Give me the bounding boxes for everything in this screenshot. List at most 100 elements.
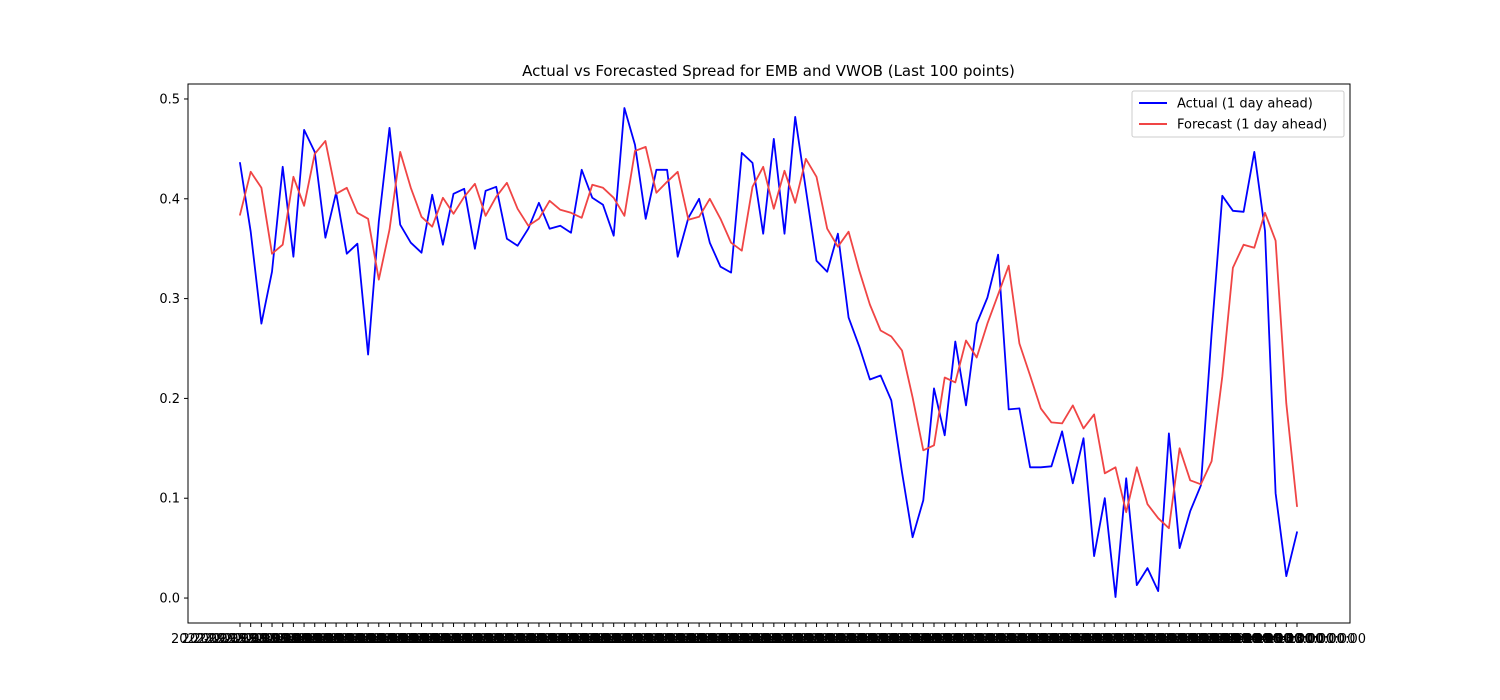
x-tick-label: 2022-09-13 00:00:00 (320, 632, 458, 647)
x-tick-label: 2022-09-13 00:00:00 (833, 632, 971, 647)
x-tick-label: 2022-09-13 00:00:00 (651, 632, 789, 647)
x-tick-label: 2022-09-13 00:00:00 (662, 632, 800, 647)
y-tick-label: 0.3 (159, 292, 180, 307)
x-tick-label: 2022-09-13 00:00:00 (844, 632, 982, 647)
x-tick-label: 2022-09-13 00:00:00 (449, 632, 587, 647)
y-tick-label: 0.5 (159, 92, 180, 107)
legend-box (1131, 90, 1345, 138)
x-tick-label: 2022-09-13 00:00:00 (876, 632, 1014, 647)
x-tick-label: 2022-09-13 00:00:00 (1036, 632, 1174, 647)
x-tick-label: 2022-09-13 00:00:00 (918, 632, 1056, 647)
x-tick-label: 2022-09-13 00:00:00 (427, 632, 565, 647)
x-tick-label: 2022-09-13 00:00:00 (737, 632, 875, 647)
x-tick-label: 2022-09-13 00:00:00 (929, 632, 1067, 647)
x-tick-label: 2022-09-13 00:00:00 (1057, 632, 1195, 647)
x-tick-label: 2022-09-13 00:00:00 (1153, 632, 1291, 647)
x-tick-label: 2022-09-13 00:00:00 (715, 632, 853, 647)
x-tick-label: 2022-09-13 00:00:00 (481, 632, 619, 647)
x-tick-label: 2022-09-13 00:00:00 (673, 632, 811, 647)
y-tick-label: 0.4 (159, 192, 180, 207)
x-tick-label: 2022-09-13 00:00:00 (1111, 632, 1249, 647)
x-tick-label: 2022-09-13 00:00:00 (726, 632, 864, 647)
x-tick-label: 2022-09-13 00:00:00 (1014, 632, 1152, 647)
x-tick-label: 2022-09-13 00:00:00 (1121, 632, 1259, 647)
x-tick-label: 2022-09-13 00:00:00 (758, 632, 896, 647)
x-tick-label: 2022-09-13 00:00:00 (534, 632, 672, 647)
x-tick-label: 2022-09-13 00:00:00 (417, 632, 555, 647)
legend-label-0: Actual (1 day ahead) (1177, 97, 1313, 112)
legend: Actual (1 day ahead) Forecast (1 day ahea… (1131, 90, 1345, 138)
x-tick-label: 2022-09-13 00:00:00 (769, 632, 907, 647)
x-tick-label: 2022-09-13 00:00:00 (491, 632, 629, 647)
x-tick-label: 2022-09-13 00:00:00 (363, 632, 501, 647)
x-tick-label: 2022-09-13 00:00:00 (961, 632, 1099, 647)
x-tick-label: 2022-09-13 00:00:00 (182, 632, 320, 647)
plot-frame (187, 83, 1351, 624)
y-axis: 0.0 0.1 0.2 0.3 0.4 0.5 (159, 92, 188, 607)
x-tick-label: 2022-09-13 00:00:00 (812, 632, 950, 647)
x-tick-label: 2022-09-13 00:00:00 (748, 632, 886, 647)
x-tick-label: 2022-09-13 00:00:00 (577, 632, 715, 647)
x-tick-label: 2022-09-13 00:00:00 (780, 632, 918, 647)
x-tick-label: 2022-09-13 00:00:00 (630, 632, 768, 647)
x-tick-label: 2022-09-13 00:00:00 (1025, 632, 1163, 647)
x-tick-label: 2022-09-13 00:00:00 (897, 632, 1035, 647)
x-tick-label: 2022-09-13 00:00:00 (886, 632, 1024, 647)
x-tick-label: 2022-09-13 00:00:00 (278, 632, 416, 647)
x-tick-label: 2022-09-13 00:00:00 (982, 632, 1120, 647)
x-tick-label: 2022-09-13 00:00:00 (1089, 632, 1227, 647)
x-tick-label: 2022-09-13 00:00:00 (1100, 632, 1238, 647)
x-tick-label: 2022-09-13 00:00:00 (555, 632, 693, 647)
x-tick-label: 2022-09-13 00:00:00 (683, 632, 821, 647)
x-tick-label: 2022-09-13 00:00:00 (235, 632, 373, 647)
x-tick-label: 2022-09-13 00:00:00 (256, 632, 394, 647)
y-tick-label: 0.1 (159, 492, 180, 507)
x-tick-label: 2022-09-13 00:00:00 (598, 632, 736, 647)
y-tick-label: 0.0 (159, 592, 180, 607)
x-tick-label: 2022-09-13 00:00:00 (993, 632, 1131, 647)
x-tick-label: 2022-09-13 00:00:00 (1143, 632, 1281, 647)
x-tick-label: 2022-09-13 00:00:00 (171, 632, 309, 647)
x-tick-label: 2022-09-13 00:00:00 (822, 632, 960, 647)
x-tick-label: 2022-09-13 00:00:00 (224, 632, 362, 647)
legend-label-1: Forecast (1 day ahead) (1177, 118, 1327, 133)
x-tick-label: 2022-09-13 00:00:00 (1175, 632, 1313, 647)
x-tick-label: 2022-09-13 00:00:00 (801, 632, 939, 647)
x-tick-label: 2022-09-13 00:00:00 (406, 632, 544, 647)
chart-title: Actual vs Forecasted Spread for EMB and … (522, 62, 1015, 80)
x-tick-label: 2022-09-13 00:00:00 (972, 632, 1110, 647)
x-tick-label: 2022-09-13 00:00:00 (310, 632, 448, 647)
x-tick-label: 2022-09-13 00:00:00 (790, 632, 928, 647)
x-tick-label: 2022-09-13 00:00:00 (854, 632, 992, 647)
y-tick-label: 0.2 (159, 392, 180, 407)
x-tick-label: 2022-09-13 00:00:00 (609, 632, 747, 647)
x-tick-label: 2022-09-13 00:00:00 (395, 632, 533, 647)
x-tick-label: 2022-09-13 00:00:00 (566, 632, 704, 647)
x-tick-label: 2022-09-13 00:00:00 (384, 632, 522, 647)
x-tick-label: 2022-09-13 00:00:00 (502, 632, 640, 647)
x-tick-label: 2022-09-13 00:00:00 (352, 632, 490, 647)
x-tick-label: 2022-09-13 00:00:00 (459, 632, 597, 647)
x-tick-label: 2022-09-13 00:00:00 (470, 632, 608, 647)
x-tick-label: 2022-09-13 00:00:00 (1004, 632, 1142, 647)
x-tick-label: 2022-09-13 00:00:00 (1196, 632, 1334, 647)
series-layer (239, 107, 1298, 598)
x-tick-label: 2022-09-13 00:00:00 (1207, 632, 1345, 647)
x-tick-label: 2022-09-13 00:00:00 (288, 632, 426, 647)
x-tick-label: 2022-09-13 00:00:00 (705, 632, 843, 647)
x-tick-label: 2022-09-13 00:00:00 (940, 632, 1078, 647)
x-tick-label: 2022-09-13 00:00:00 (438, 632, 576, 647)
x-tick-label: 2022-09-13 00:00:00 (619, 632, 757, 647)
x-tick-label: 2022-09-13 00:00:00 (342, 632, 480, 647)
x-tick-label: 2022-09-13 00:00:00 (267, 632, 405, 647)
x-tick-label: 2022-09-13 00:00:00 (1132, 632, 1270, 647)
series-line-1 (239, 139, 1298, 530)
x-tick-label: 2022-09-13 00:00:00 (950, 632, 1088, 647)
x-tick-label: 2022-09-13 00:00:00 (299, 632, 437, 647)
x-tick-label: 2022-09-13 00:00:00 (908, 632, 1046, 647)
x-tick-label: 2022-09-13 00:00:00 (545, 632, 683, 647)
x-tick-label: 2022-09-13 00:00:00 (203, 632, 341, 647)
x-tick-label: 2022-09-13 00:00:00 (374, 632, 512, 647)
